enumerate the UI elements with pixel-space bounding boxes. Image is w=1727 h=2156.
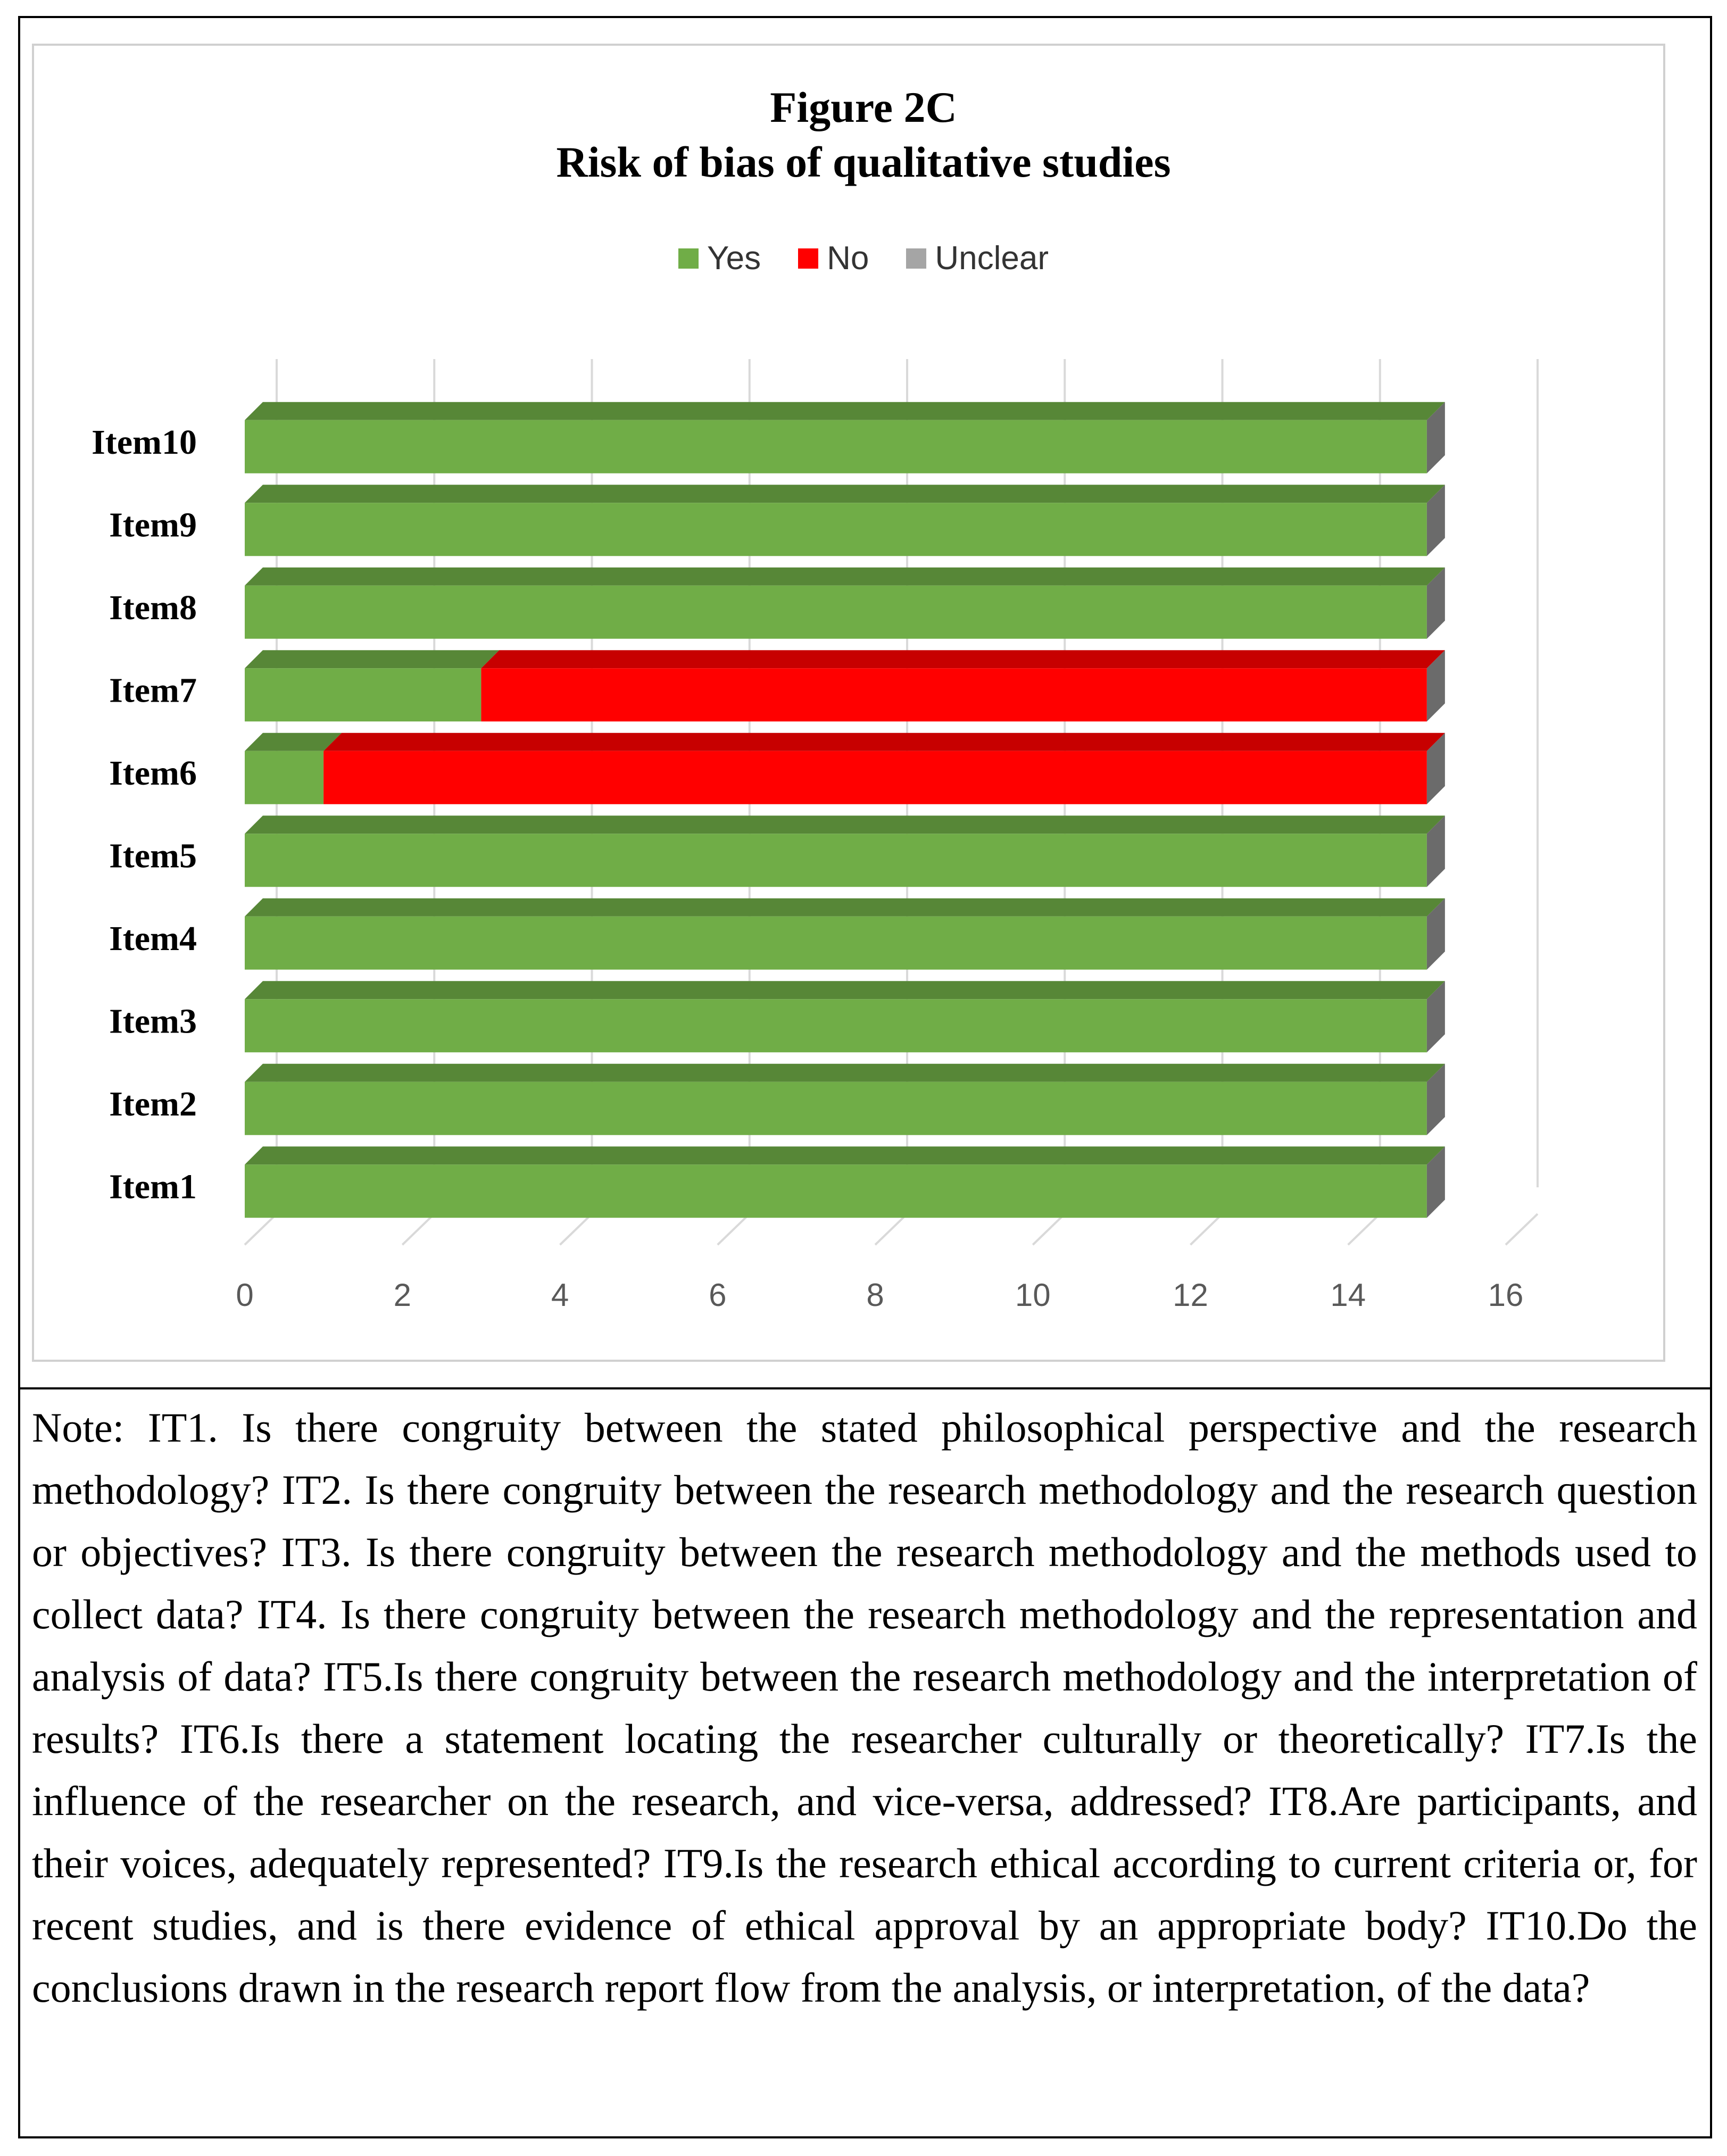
- x-tick-label: 16: [1488, 1277, 1524, 1313]
- y-category-label: Item4: [109, 919, 197, 958]
- bar-segment: [245, 420, 1427, 473]
- figure-note: Note: IT1. Is there congruity between th…: [32, 1404, 1697, 2011]
- floor-gridline: [559, 1213, 593, 1246]
- x-tick-label: 4: [551, 1277, 569, 1313]
- y-category-label: Item7: [109, 671, 197, 710]
- y-category-label: Item6: [109, 754, 197, 793]
- bar-segment: [245, 916, 1427, 970]
- figure-border: [18, 16, 1712, 2138]
- y-category-label: Item3: [109, 1002, 197, 1040]
- bar-end-face: [1426, 732, 1445, 804]
- bar-segment: [481, 668, 1427, 722]
- legend-swatch-unclear: [906, 248, 927, 269]
- bar-top-face: [245, 732, 342, 751]
- bar-top-face: [245, 1146, 1445, 1165]
- x-tick-label: 8: [866, 1277, 884, 1313]
- legend-swatch-yes: [678, 248, 699, 269]
- y-category-label: Item5: [109, 836, 197, 875]
- bar-end-face: [1426, 650, 1445, 722]
- bar-end-face: [1426, 402, 1445, 473]
- floor-gridline: [244, 1213, 278, 1246]
- bar-chart: 0 2 4 6 8 10 12 14 16 Item10 Item9 Item8 Item7 Item6 I…: [92, 359, 1539, 1313]
- bar-top-face: [245, 485, 1445, 503]
- bar-segment: [245, 834, 1427, 887]
- bar-top-face: [245, 898, 1445, 917]
- bar-top-face: [245, 981, 1445, 1000]
- x-tick-label: 2: [394, 1277, 411, 1313]
- legend-label-yes: Yes: [707, 240, 761, 277]
- x-tick-label: 14: [1330, 1277, 1366, 1313]
- chart-legend: Yes No Unclear: [0, 239, 1727, 277]
- bar-end-face: [1426, 567, 1445, 639]
- bar-segment: [245, 1164, 1427, 1218]
- bar-top-face: [245, 402, 1445, 420]
- y-category-label: Item9: [109, 505, 197, 544]
- bar-end-face: [1426, 898, 1445, 970]
- floor-gridline: [1505, 1213, 1539, 1246]
- bar-top-face: [245, 1063, 1445, 1082]
- bar-end-face: [1426, 485, 1445, 556]
- bar-top-face: [245, 650, 500, 669]
- legend-label-no: No: [827, 240, 869, 277]
- bar-end-face: [1426, 815, 1445, 887]
- legend-swatch-no: [798, 248, 819, 269]
- chart-title: Figure 2C: [770, 83, 957, 131]
- bar-segment: [245, 1081, 1427, 1135]
- legend-label-unclear: Unclear: [935, 240, 1049, 277]
- x-tick-label: 10: [1015, 1277, 1051, 1313]
- floor-gridline: [1347, 1213, 1381, 1246]
- bar-top-face: [323, 732, 1445, 751]
- legend-item-no: No: [798, 239, 869, 277]
- y-category-label: Item10: [92, 423, 197, 462]
- floor-gridline: [1032, 1213, 1066, 1246]
- bar-top-face: [245, 567, 1445, 586]
- bar-segment: [245, 751, 324, 804]
- floor-gridline: [874, 1213, 908, 1246]
- bar-top-face: [245, 815, 1445, 834]
- x-tick-label: 12: [1173, 1277, 1208, 1313]
- bar-end-face: [1426, 1146, 1445, 1218]
- bar-segment: [245, 999, 1427, 1053]
- bar-segment: [245, 668, 481, 722]
- bar-segment: [245, 585, 1427, 639]
- x-tick-label: 6: [709, 1277, 726, 1313]
- y-category-label: Item8: [109, 588, 197, 627]
- bar-segment: [323, 751, 1427, 804]
- legend-item-yes: Yes: [678, 239, 761, 277]
- floor-gridline: [717, 1213, 751, 1246]
- floor-gridline: [1190, 1213, 1223, 1246]
- bar-end-face: [1426, 1063, 1445, 1135]
- chart-subtitle: Risk of bias of qualitative studies: [556, 138, 1171, 186]
- x-tick-label: 0: [236, 1277, 253, 1313]
- floor-gridline: [401, 1213, 435, 1246]
- y-category-label: Item1: [109, 1167, 197, 1206]
- bar-segment: [245, 503, 1427, 556]
- bar-top-face: [481, 650, 1445, 669]
- y-category-label: Item2: [109, 1085, 197, 1123]
- bar-end-face: [1426, 981, 1445, 1053]
- note-divider: [18, 1387, 1712, 1389]
- legend-item-unclear: Unclear: [906, 239, 1049, 277]
